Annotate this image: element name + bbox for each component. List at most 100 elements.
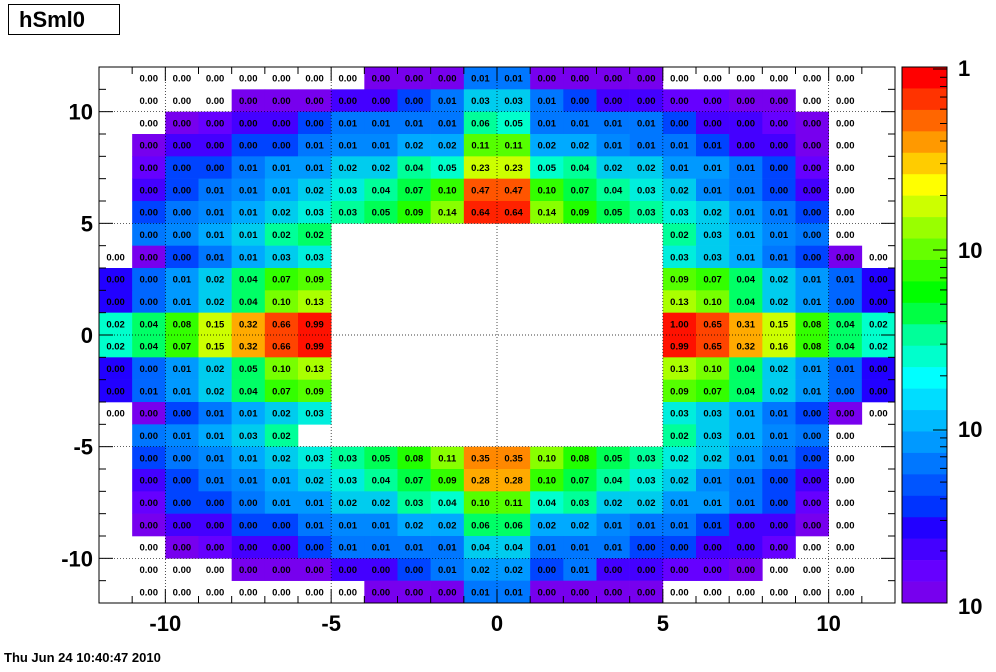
heatmap-cell xyxy=(132,156,166,179)
colorbar-band xyxy=(902,560,947,582)
heatmap-cell xyxy=(298,89,332,112)
cell-value-label: 0.00 xyxy=(206,520,225,531)
cell-value-label: 0.00 xyxy=(140,364,159,375)
heatmap-cell xyxy=(264,156,299,179)
heatmap-cell xyxy=(231,424,266,447)
heatmap-cell xyxy=(662,111,697,135)
cell-value-label: 0.00 xyxy=(869,275,888,286)
cell-value-label: 0.00 xyxy=(173,163,192,174)
heatmap-cell xyxy=(231,178,266,202)
cell-value-label: 0.02 xyxy=(571,141,590,152)
cell-value-label: 0.00 xyxy=(206,96,225,107)
heatmap-cell xyxy=(99,357,133,380)
cell-value-label: 0.00 xyxy=(803,431,822,442)
heatmap-cell xyxy=(430,536,465,559)
heatmap-cell xyxy=(132,446,166,470)
heatmap-cell xyxy=(165,536,199,559)
heatmap-cell xyxy=(629,201,664,224)
heatmap-cell xyxy=(762,491,796,514)
cell-value-label: 0.00 xyxy=(305,118,324,129)
cell-value-label: 0.01 xyxy=(504,587,523,598)
cell-value-label: 0.00 xyxy=(670,96,689,107)
heatmap-cell xyxy=(696,156,730,179)
heatmap-cell xyxy=(729,558,763,581)
colorbar-band xyxy=(902,152,947,175)
heatmap-cell xyxy=(629,536,664,559)
cell-value-label: 0.01 xyxy=(372,543,391,554)
heatmap-cell xyxy=(231,111,266,135)
cell-value-label: 0.02 xyxy=(869,319,888,330)
colorbar-band xyxy=(902,452,947,475)
heatmap-cell xyxy=(795,402,829,425)
heatmap-cell xyxy=(795,513,829,537)
heatmap-cell xyxy=(729,268,763,291)
heatmap-cell xyxy=(99,335,133,358)
cell-value-label: 0.01 xyxy=(504,74,523,85)
heatmap-cell xyxy=(198,335,232,358)
cell-value-label: 1.00 xyxy=(670,319,689,330)
timestamp-footer: Thu Jun 24 10:40:47 2010 xyxy=(4,650,161,665)
cell-value-label: 0.00 xyxy=(836,208,855,219)
heatmap-cell xyxy=(165,357,199,380)
heatmap-cell xyxy=(298,536,332,559)
heatmap-cell xyxy=(696,268,730,291)
cell-value-label: 0.01 xyxy=(372,141,391,152)
cell-value-label: 0.00 xyxy=(803,587,822,598)
heatmap-cell xyxy=(430,491,465,514)
heatmap-cell xyxy=(629,446,664,470)
cell-value-label: 0.01 xyxy=(339,520,358,531)
heatmap-cell xyxy=(463,111,498,135)
cell-value-label: 0.00 xyxy=(239,74,258,85)
heatmap-cell xyxy=(696,290,730,313)
cell-value-label: 0.04 xyxy=(836,342,855,353)
heatmap-cell xyxy=(331,201,365,224)
cell-value-label: 0.00 xyxy=(803,118,822,129)
heatmap-cell xyxy=(795,223,829,246)
x-tick-label: -5 xyxy=(321,611,341,636)
cell-value-label: 0.00 xyxy=(836,163,855,174)
cell-value-label: 0.09 xyxy=(670,386,689,397)
heatmap-cell xyxy=(563,469,597,492)
heatmap-cell xyxy=(364,201,398,224)
cell-value-label: 0.10 xyxy=(272,297,291,308)
heatmap-cell xyxy=(662,290,697,313)
cell-value-label: 0.03 xyxy=(339,453,358,464)
heatmap-cell xyxy=(298,558,332,581)
cell-value-label: 0.00 xyxy=(272,565,291,576)
cell-value-label: 0.03 xyxy=(305,453,324,464)
heatmap-cell xyxy=(530,469,564,492)
cell-value-label: 0.04 xyxy=(372,185,391,196)
cell-value-label: 0.03 xyxy=(305,252,324,263)
heatmap-cell xyxy=(165,424,199,447)
heatmap-cell xyxy=(563,558,597,581)
heatmap-cell xyxy=(497,89,531,112)
cell-value-label: 0.00 xyxy=(770,141,789,152)
cell-value-label: 0.00 xyxy=(173,476,192,487)
cell-value-label: 0.01 xyxy=(703,476,722,487)
heatmap-cell xyxy=(99,379,133,403)
heatmap-cell xyxy=(662,156,697,179)
heatmap-cell xyxy=(165,223,199,246)
heatmap-cell xyxy=(231,536,266,559)
heatmap-cell xyxy=(629,558,664,581)
heatmap-cell xyxy=(662,89,697,112)
cell-value-label: 0.01 xyxy=(770,208,789,219)
heatmap-cell xyxy=(563,134,597,157)
heatmap-cell xyxy=(629,67,664,90)
heatmap-cell xyxy=(662,402,697,425)
cell-value-label: 0.00 xyxy=(836,498,855,509)
heatmap-cell xyxy=(198,536,232,559)
cell-value-label: 0.13 xyxy=(670,297,689,308)
cell-value-label: 0.01 xyxy=(670,498,689,509)
heatmap-cell xyxy=(762,223,796,246)
heatmap-cell xyxy=(165,312,199,336)
cell-value-label: 0.11 xyxy=(505,141,524,152)
heatmap-cell xyxy=(762,268,796,291)
cell-value-label: 0.03 xyxy=(272,252,291,263)
heatmap-cell xyxy=(132,201,166,224)
cell-value-label: 0.00 xyxy=(272,520,291,531)
heatmap-cell xyxy=(530,491,564,514)
heatmap-cell xyxy=(629,580,664,604)
heatmap-cell xyxy=(729,156,763,179)
heatmap-cell xyxy=(497,201,531,224)
